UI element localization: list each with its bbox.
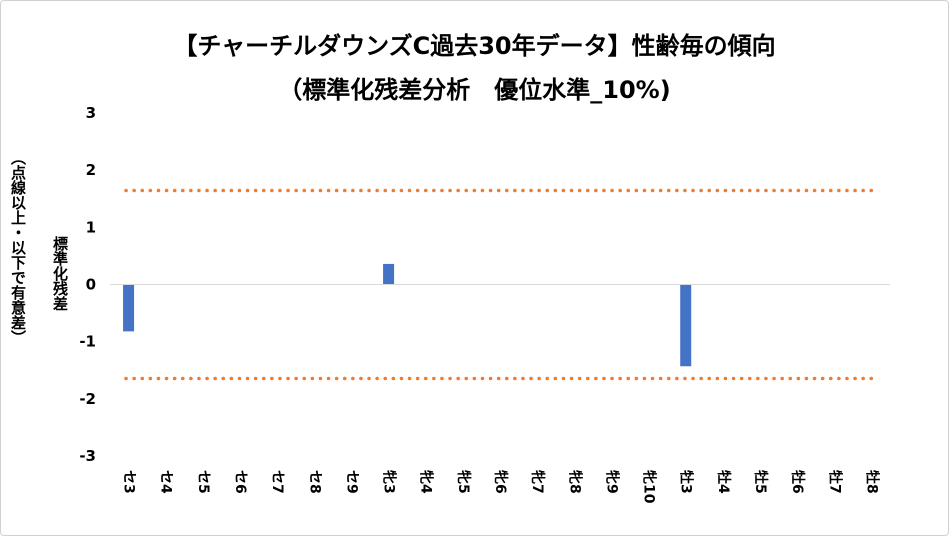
x-tick-label: 牡4 [715, 470, 732, 494]
x-tick-label: 牡7 [826, 470, 843, 494]
x-tick-label: セ4 [158, 470, 174, 494]
threshold-lines [124, 188, 878, 381]
y-tick-label: -3 [79, 447, 96, 465]
y-tick-label: 1 [86, 218, 96, 236]
bar [383, 263, 395, 285]
y-tick-label: 2 [86, 161, 96, 179]
x-tick-label: 牡5 [752, 470, 769, 494]
chart-subtitle: （標準化残差分析 優位水準_10%) [278, 76, 671, 104]
chart-title: 【チャーチルダウンズC過去30年データ】性齢毎の傾向 [173, 32, 776, 60]
x-tick-label: 牝4 [418, 470, 435, 494]
y-axis-ticks: 3 2 1 0 -1 -2 -3 [79, 104, 96, 465]
x-tick-label: 牡8 [863, 470, 880, 494]
x-tick-label: セ8 [306, 470, 322, 494]
x-tick-label: 牝10 [641, 470, 658, 504]
bars [123, 263, 692, 367]
bar [123, 284, 135, 332]
x-tick-label: 牝8 [566, 470, 583, 494]
y-tick-label: 3 [86, 104, 96, 122]
x-tick-label: 牝5 [455, 470, 472, 494]
x-tick-label: 牝3 [381, 470, 398, 494]
x-tick-label: 牡6 [789, 470, 806, 494]
x-tick-label: セ7 [269, 470, 285, 494]
x-tick-label: セ5 [195, 470, 211, 494]
y-axis-sublabel: （点線以上・以下で有意差） [9, 150, 27, 345]
x-tick-label: 牝9 [603, 470, 620, 494]
y-tick-label: -1 [79, 333, 96, 351]
x-tick-label: 牡3 [678, 470, 695, 494]
x-tick-label: セ6 [232, 470, 248, 494]
x-tick-label: セ3 [121, 470, 137, 494]
y-tick-label: -2 [79, 390, 96, 408]
x-tick-label: セ9 [343, 470, 359, 494]
y-axis-label: 標準化残差 [51, 236, 69, 311]
bar [680, 284, 692, 367]
x-axis-ticks: セ3 セ4 セ5 セ6 セ7 セ8 セ9 牝3 牝4 牝5 牝6 牝7 牝8 牝9 牝10 牡3 牡4 牡5 牡6 牡… [121, 470, 881, 504]
x-tick-label: 牝7 [529, 470, 546, 494]
x-tick-label: 牝6 [492, 470, 509, 494]
y-tick-label: 0 [86, 276, 96, 294]
